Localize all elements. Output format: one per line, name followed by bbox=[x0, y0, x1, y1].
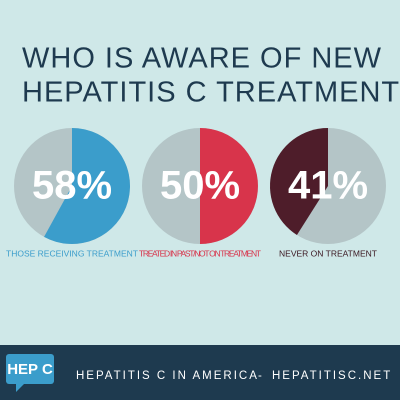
logo-box bbox=[6, 354, 54, 384]
pie-caption: NEVER ON TREATMENT bbox=[279, 248, 377, 258]
pie-slice bbox=[269, 128, 328, 235]
footer-site: HEPATITISC.NET bbox=[272, 370, 392, 382]
logo-tail bbox=[16, 384, 24, 392]
footer-bar bbox=[0, 345, 400, 400]
pie-slice bbox=[200, 128, 258, 244]
pie-slice bbox=[44, 128, 130, 244]
footer-tagline: HEPATITIS C IN AMERICA bbox=[76, 370, 259, 382]
title-line: WHO IS AWARE OF NEW bbox=[22, 43, 382, 75]
footer-separator: - bbox=[258, 370, 262, 382]
pie-value-label: 50% bbox=[160, 164, 240, 208]
charts: 58% THOSE RECEIVING TREATMENT 50% TREATED I… bbox=[6, 128, 386, 258]
title-line: HEPATITIS C TREATMENTS? bbox=[22, 77, 400, 109]
pie-caption: THOSE RECEIVING TREATMENT bbox=[6, 248, 138, 258]
pie-value-label: 58% bbox=[32, 164, 112, 208]
pie-value-label: 41% bbox=[288, 164, 368, 208]
pie-caption: TREATED IN PAST/NOT ON TREATMENT bbox=[139, 248, 261, 258]
logo-text: HEP C bbox=[7, 361, 53, 378]
